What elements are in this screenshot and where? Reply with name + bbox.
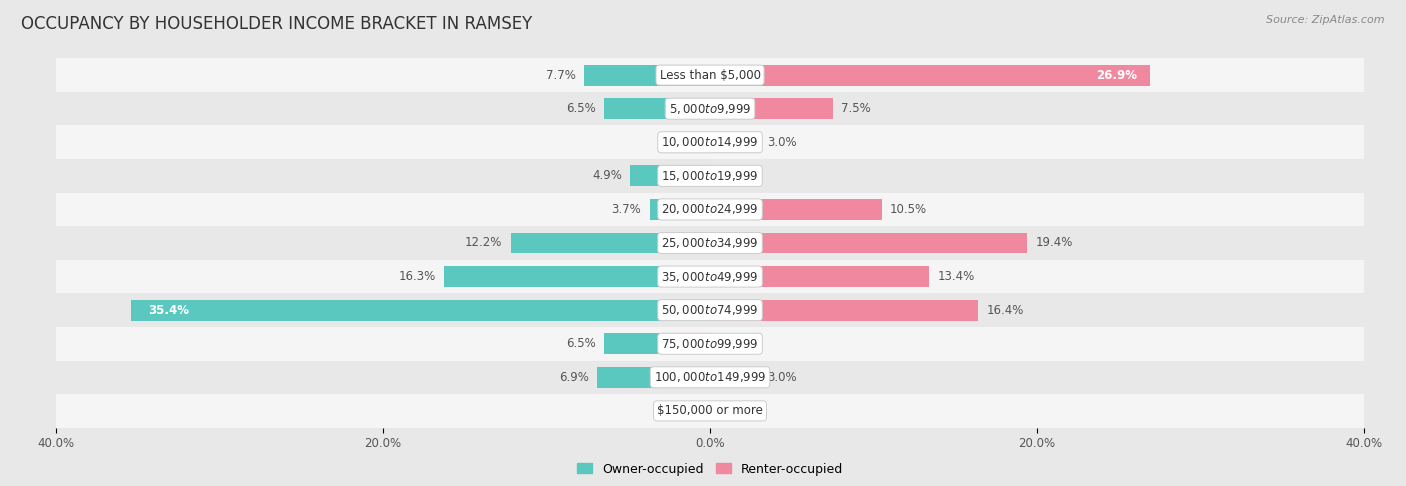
Text: 16.3%: 16.3% <box>398 270 436 283</box>
Bar <box>710 233 1028 253</box>
Text: $20,000 to $24,999: $20,000 to $24,999 <box>661 203 759 216</box>
Text: 26.9%: 26.9% <box>1095 69 1136 82</box>
Bar <box>56 294 1364 327</box>
Text: 6.5%: 6.5% <box>565 102 596 115</box>
Text: 6.9%: 6.9% <box>560 371 589 384</box>
Bar <box>710 65 1150 86</box>
Text: $25,000 to $34,999: $25,000 to $34,999 <box>661 236 759 250</box>
Bar <box>598 367 710 388</box>
Text: 3.7%: 3.7% <box>612 203 641 216</box>
Bar <box>131 300 710 321</box>
Text: 4.9%: 4.9% <box>592 169 621 182</box>
Legend: Owner-occupied, Renter-occupied: Owner-occupied, Renter-occupied <box>572 457 848 481</box>
Text: 3.0%: 3.0% <box>768 136 797 149</box>
Text: 10.5%: 10.5% <box>890 203 927 216</box>
Text: 0.0%: 0.0% <box>718 169 748 182</box>
Text: 19.4%: 19.4% <box>1035 237 1073 249</box>
Bar <box>583 65 710 86</box>
Bar <box>444 266 710 287</box>
Bar <box>56 92 1364 125</box>
Bar <box>710 367 759 388</box>
Bar <box>56 327 1364 361</box>
Text: 16.4%: 16.4% <box>986 304 1024 317</box>
Bar <box>56 361 1364 394</box>
Bar <box>56 125 1364 159</box>
Bar <box>710 199 882 220</box>
Text: $35,000 to $49,999: $35,000 to $49,999 <box>661 270 759 283</box>
Bar <box>710 266 929 287</box>
Text: 0.0%: 0.0% <box>718 337 748 350</box>
Text: 3.0%: 3.0% <box>768 371 797 384</box>
Text: Less than $5,000: Less than $5,000 <box>659 69 761 82</box>
Bar <box>56 394 1364 428</box>
Text: $50,000 to $74,999: $50,000 to $74,999 <box>661 303 759 317</box>
Text: 13.4%: 13.4% <box>938 270 974 283</box>
Text: 7.5%: 7.5% <box>841 102 870 115</box>
Bar <box>603 333 710 354</box>
Text: OCCUPANCY BY HOUSEHOLDER INCOME BRACKET IN RAMSEY: OCCUPANCY BY HOUSEHOLDER INCOME BRACKET … <box>21 15 533 33</box>
Text: 7.7%: 7.7% <box>546 69 576 82</box>
Text: 6.5%: 6.5% <box>565 337 596 350</box>
Bar <box>650 199 710 220</box>
Bar <box>710 98 832 119</box>
Text: $10,000 to $14,999: $10,000 to $14,999 <box>661 135 759 149</box>
Text: 35.4%: 35.4% <box>148 304 188 317</box>
Bar <box>56 226 1364 260</box>
Text: 0.0%: 0.0% <box>718 404 748 417</box>
Text: $5,000 to $9,999: $5,000 to $9,999 <box>669 102 751 116</box>
Text: $15,000 to $19,999: $15,000 to $19,999 <box>661 169 759 183</box>
Text: 0.0%: 0.0% <box>672 404 702 417</box>
Bar <box>56 260 1364 294</box>
Text: $100,000 to $149,999: $100,000 to $149,999 <box>654 370 766 384</box>
Bar <box>510 233 710 253</box>
Text: 0.0%: 0.0% <box>672 136 702 149</box>
Bar <box>56 192 1364 226</box>
Bar <box>630 165 710 186</box>
Text: $150,000 or more: $150,000 or more <box>657 404 763 417</box>
Bar <box>603 98 710 119</box>
Text: 12.2%: 12.2% <box>465 237 502 249</box>
Bar <box>56 159 1364 192</box>
Bar <box>710 300 979 321</box>
Bar <box>56 58 1364 92</box>
Text: $75,000 to $99,999: $75,000 to $99,999 <box>661 337 759 351</box>
Text: Source: ZipAtlas.com: Source: ZipAtlas.com <box>1267 15 1385 25</box>
Bar <box>710 132 759 153</box>
